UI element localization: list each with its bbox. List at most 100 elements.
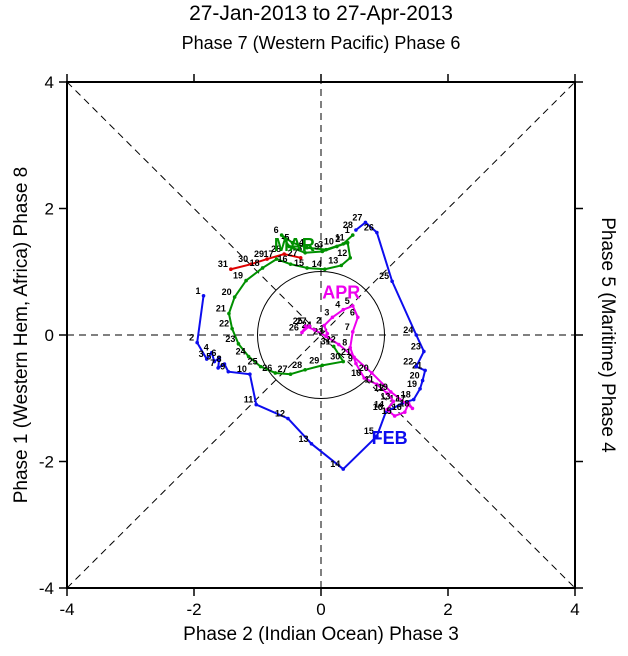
day-label-apr: 22 (326, 334, 336, 344)
day-point-mar (303, 367, 307, 372)
day-label-apr: 21 (341, 347, 351, 357)
day-point-apr (336, 342, 341, 347)
day-label-mar: 28 (292, 360, 302, 370)
day-label-feb: 28 (343, 220, 353, 230)
y-tick-label: -2 (39, 453, 54, 472)
day-point-mar (339, 263, 344, 268)
day-point-feb (411, 397, 416, 402)
day-point-apr (389, 390, 393, 394)
day-label-apr: 25 (293, 316, 303, 326)
day-label-apr: 5 (345, 296, 350, 306)
day-point-feb (204, 357, 209, 361)
day-label-feb: 12 (275, 408, 285, 418)
day-label-mar: 20 (222, 287, 232, 297)
day-point-feb (226, 369, 231, 374)
day-point-feb (195, 340, 199, 345)
day-label-jan: 29 (254, 249, 264, 259)
day-point-apr (385, 407, 389, 412)
chart-subtitle: Phase 7 (Western Pacific) Phase 6 (181, 33, 461, 53)
day-point-mar (273, 371, 278, 375)
day-label-mar: 25 (248, 357, 258, 367)
day-label-feb: 27 (352, 212, 362, 222)
day-point-apr (350, 330, 355, 334)
day-point-feb (414, 364, 419, 369)
day-label-feb: 17 (389, 393, 399, 403)
day-point-apr (324, 334, 328, 339)
day-point-apr (350, 304, 355, 308)
x-tick-label: 0 (316, 600, 325, 619)
day-point-apr (330, 315, 335, 320)
day-label-mar: 14 (312, 259, 322, 269)
x-axis-label: Phase 2 (Indian Ocean) Phase 3 (183, 624, 459, 645)
day-label-mar: 9 (314, 242, 319, 252)
day-label-apr: 1 (319, 324, 324, 334)
day-point-apr (303, 324, 308, 328)
day-label-feb: 15 (364, 426, 374, 436)
day-label-mar: 31 (321, 336, 331, 346)
day-point-feb (248, 372, 252, 377)
day-point-mar (348, 256, 353, 260)
day-point-apr (356, 315, 360, 320)
plot-border (66, 81, 576, 589)
day-label-mar: 12 (337, 248, 347, 258)
x-tick-label: -2 (186, 600, 201, 619)
day-point-mar (288, 372, 293, 377)
day-label-feb: 16 (373, 402, 383, 412)
day-label-feb: 22 (403, 357, 413, 367)
day-point-feb (363, 220, 368, 225)
day-label-apr: 18 (399, 398, 409, 408)
day-point-mar (320, 363, 325, 368)
day-label-feb: 11 (244, 395, 254, 405)
day-label-apr: 13 (380, 391, 390, 401)
day-point-feb (216, 366, 220, 370)
day-label-mar: 13 (328, 255, 338, 265)
day-point-feb (354, 228, 358, 232)
day-label-apr: 10 (351, 368, 361, 378)
day-label-apr: 9 (348, 353, 353, 363)
day-point-mar (331, 344, 336, 349)
day-point-apr (375, 382, 379, 387)
day-point-mar (341, 359, 346, 364)
day-label-jan: 31 (218, 259, 228, 269)
day-point-apr (348, 345, 353, 350)
day-point-apr (362, 376, 366, 380)
day-label-feb: 19 (407, 379, 417, 389)
day-label-apr: 27 (297, 316, 307, 326)
day-label-mar: 10 (324, 236, 334, 246)
day-label-mar: 30 (330, 352, 340, 362)
day-point-feb (222, 362, 227, 366)
y-tick-label: -4 (39, 579, 54, 598)
day-label-apr: 2 (316, 316, 321, 326)
day-point-feb (309, 441, 314, 446)
day-point-feb (217, 355, 222, 360)
day-point-feb (420, 378, 425, 383)
day-label-apr: 19 (378, 382, 388, 392)
day-point-apr (341, 307, 346, 312)
day-label-feb: 14 (330, 459, 340, 469)
day-label-mar: 24 (236, 347, 246, 357)
day-point-jan (298, 256, 303, 260)
day-label-mar: 29 (309, 355, 319, 365)
day-point-mar (305, 266, 309, 270)
day-label-feb: 23 (411, 341, 421, 351)
day-point-feb (201, 293, 206, 298)
day-label-mar: 4 (299, 238, 304, 248)
day-label-apr: 23 (313, 326, 323, 336)
day-point-feb (254, 402, 259, 407)
day-point-mar (288, 262, 293, 266)
day-point-mar (258, 364, 263, 369)
day-label-feb: 18 (401, 390, 411, 400)
day-label-mar: 1 (345, 225, 350, 235)
day-point-apr (352, 355, 356, 359)
day-label-feb: 3 (199, 349, 204, 359)
day-point-mar (260, 266, 265, 270)
day-point-apr (403, 410, 407, 414)
day-label-apr: 26 (289, 322, 299, 332)
day-point-mar (323, 267, 327, 272)
day-point-mar (303, 250, 307, 255)
day-point-jan (265, 257, 269, 261)
day-point-mar (236, 342, 241, 346)
month-label-apr: APR (322, 282, 360, 302)
day-label-mar: 21 (216, 303, 226, 313)
